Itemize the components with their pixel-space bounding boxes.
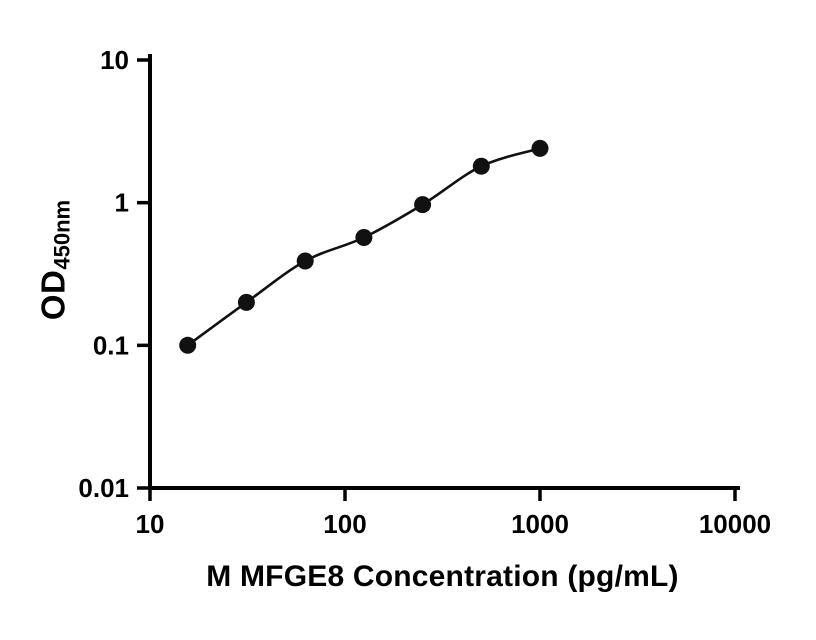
y-tick-label: 10: [100, 45, 129, 75]
y-axis-ticks: 0.01 0.1 1 10: [78, 45, 150, 503]
x-tick-label: 10: [136, 509, 165, 539]
x-tick-label: 100: [323, 509, 366, 539]
data-point: [179, 336, 197, 354]
data-point: [237, 293, 255, 311]
y-tick-label: 0.01: [78, 473, 129, 503]
y-tick-label: 0.1: [93, 330, 129, 360]
axis-lines: [148, 54, 740, 490]
y-tick-label: 1: [115, 188, 129, 218]
data-point: [531, 139, 549, 157]
data-points: [179, 139, 549, 354]
y-axis-title-subscript: 450nm: [49, 199, 75, 270]
data-point: [355, 229, 373, 246]
data-point: [472, 157, 490, 175]
x-tick-label: 1000: [511, 509, 569, 539]
y-axis-title-main: OD: [34, 269, 72, 321]
data-point: [296, 252, 314, 270]
fit-curve: [186, 147, 542, 347]
x-axis-ticks: 10 100 1000 10000: [136, 488, 771, 539]
x-tick-label: 10000: [699, 509, 771, 539]
y-axis-title-text: OD450nm: [35, 200, 76, 320]
data-point: [414, 196, 432, 214]
x-axis-title: M MFGE8 Concentration (pg/mL): [206, 560, 679, 593]
